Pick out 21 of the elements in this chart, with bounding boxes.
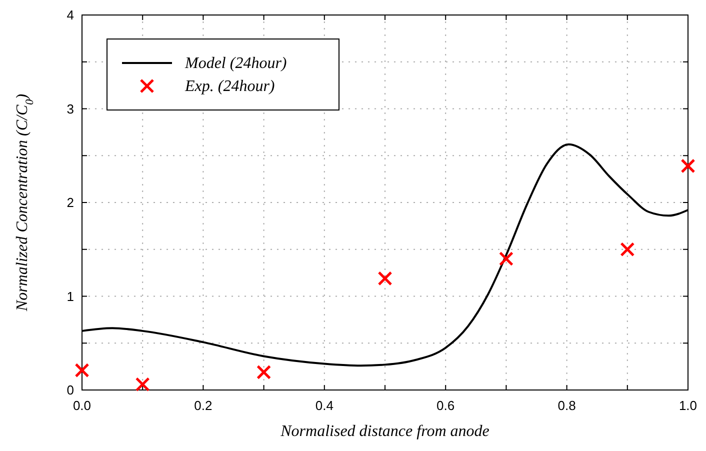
x-tick-label: 0.6 [436, 398, 455, 413]
y-tick-label: 0 [66, 382, 74, 398]
point [74, 363, 90, 378]
point [620, 242, 635, 257]
point [378, 271, 392, 286]
x-tick-label: 0.4 [315, 398, 334, 413]
point [498, 252, 514, 266]
y-tick-label: 1 [66, 288, 74, 304]
legend-label: Model (24hour) [184, 55, 287, 72]
x-tick-label: 0.8 [558, 398, 576, 413]
y-tick-label: 4 [66, 8, 74, 22]
x-tick-label: 1.0 [678, 398, 698, 413]
y-tick-label: 3 [66, 101, 74, 116]
x-axis-title: Normalised distance from anode [280, 423, 490, 440]
point [135, 377, 150, 392]
x-tick-label: 0.2 [194, 398, 212, 413]
point [680, 158, 696, 174]
x-tick-label: 0.0 [72, 398, 92, 413]
y-tick-label: 2 [66, 195, 74, 210]
point [256, 364, 272, 380]
legend-label: Exp. (24hour) [184, 78, 275, 95]
